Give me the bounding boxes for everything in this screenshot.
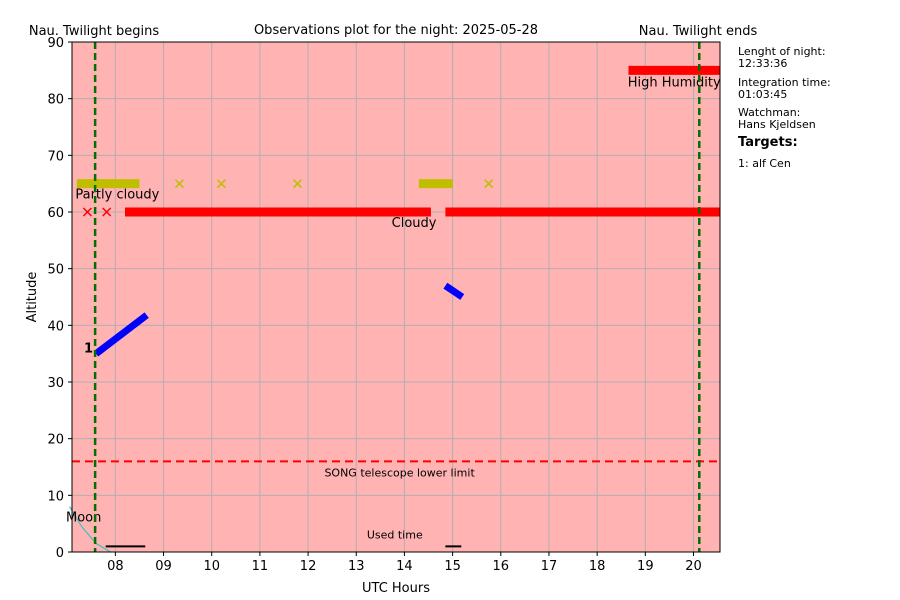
twilight-begin-label: Nau. Twilight begins (29, 24, 160, 39)
y-tick-label: 10 (47, 489, 64, 504)
target-item: 1: alf Cen (738, 157, 791, 170)
partly-cloudy-marker (174, 179, 184, 189)
x-tick-label: 20 (685, 559, 702, 574)
x-tick-label: 15 (444, 559, 461, 574)
x-tick-label: 18 (589, 559, 606, 574)
y-tick-label: 90 (47, 36, 64, 51)
integration-time-label: Integration time: (738, 76, 831, 89)
x-axis-label: UTC Hours (362, 581, 430, 596)
chart-title: Observations plot for the night: 2025-05… (254, 23, 538, 38)
targets-heading: Targets: (738, 135, 798, 150)
x-tick-label: 10 (203, 559, 220, 574)
plot-frame (71, 41, 721, 553)
watchman-value: Hans Kjeldsen (738, 118, 816, 131)
target-label: 1 (84, 342, 93, 357)
axis-ticks: 08 09 10 11 12 13 14 15 16 17 18 19 20 0 10 20 30 40 50 60 7… (47, 36, 701, 574)
y-axis-label: Altitude (25, 272, 40, 323)
y-tick-label: 20 (47, 433, 64, 448)
moon-label: Moon (66, 511, 101, 526)
partly-cloudy-marker (292, 179, 303, 189)
integration-time-value: 01:03:45 (738, 88, 788, 101)
target-track (93, 312, 149, 357)
x-tick-label: 11 (252, 559, 269, 574)
night-length-value: 12:33:36 (738, 57, 788, 70)
x-tick-label: 13 (348, 559, 365, 574)
high-humidity-label: High Humidity (628, 75, 721, 90)
x-tick-label: 09 (155, 559, 172, 574)
cloudy-label: Cloudy (392, 216, 437, 231)
used-time-label: Used time (367, 528, 423, 541)
y-tick-label: 50 (47, 263, 64, 278)
night-length-label: Lenght of night: (738, 45, 826, 58)
x-tick-label: 08 (107, 559, 124, 574)
twilight-end-label: Nau. Twilight ends (639, 24, 758, 39)
x-tick-label: 14 (396, 559, 413, 574)
watchman-label: Watchman: (738, 106, 801, 119)
x-tick-label: 16 (493, 559, 510, 574)
x-tick-label: 17 (541, 559, 558, 574)
telescope-limit-label: SONG telescope lower limit (324, 466, 475, 479)
cloudy-marker (102, 207, 112, 217)
y-tick-label: 30 (47, 376, 64, 391)
y-tick-label: 80 (47, 93, 64, 108)
partly-cloudy-marker (484, 179, 494, 189)
x-tick-label: 12 (300, 559, 317, 574)
y-tick-label: 60 (47, 206, 64, 221)
chart-marks: SONG telescope lower limit Partly cloudy C… (66, 42, 721, 553)
target-track (443, 282, 465, 300)
plot-background (72, 42, 720, 552)
cloudy-marker (82, 207, 92, 217)
x-tick-label: 19 (637, 559, 654, 574)
y-tick-label: 0 (56, 546, 64, 561)
y-tick-label: 40 (47, 319, 64, 334)
partly-cloudy-marker (216, 179, 226, 189)
partly-cloudy-label: Partly cloudy (75, 188, 159, 203)
y-tick-label: 70 (47, 149, 64, 164)
moon-curve (69, 506, 111, 553)
